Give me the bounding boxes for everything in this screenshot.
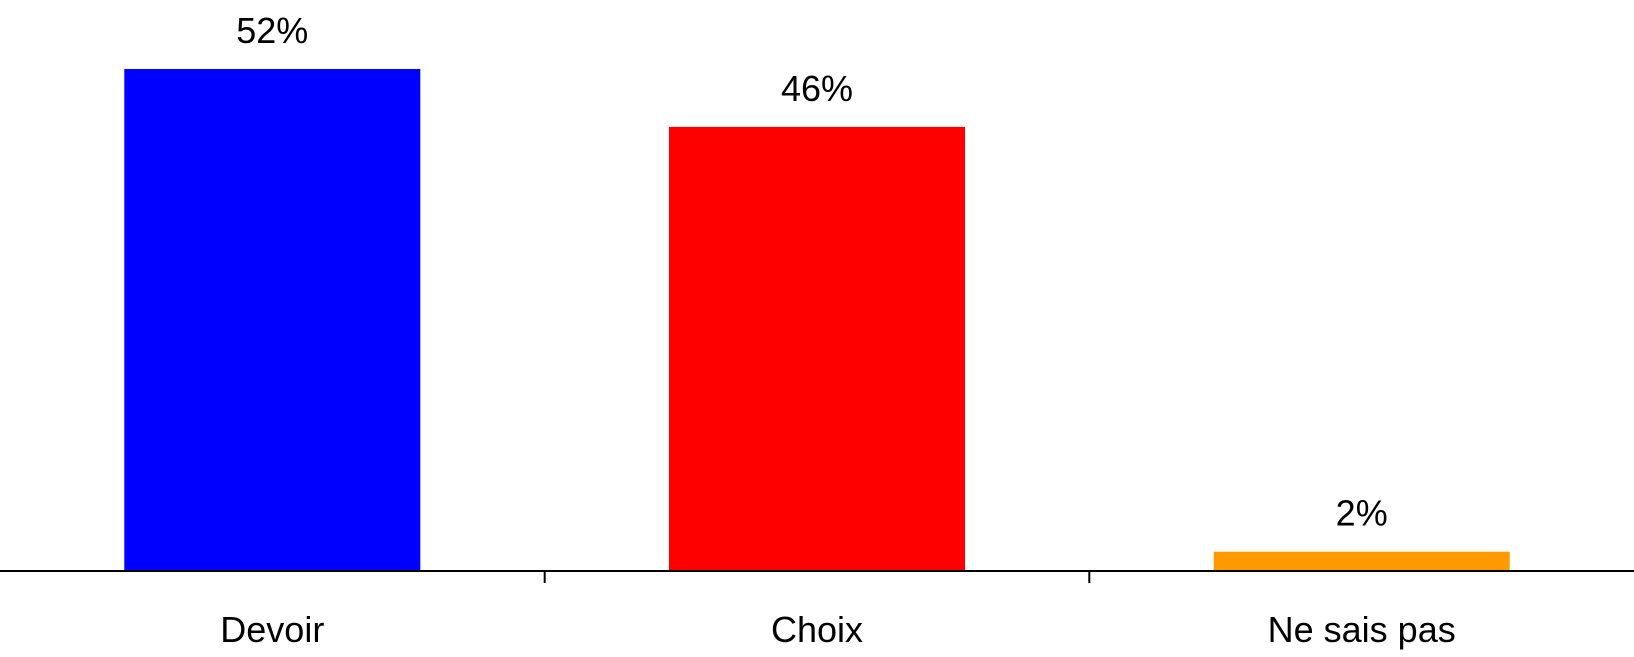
data-label-2: 2% — [1336, 493, 1388, 534]
category-labels-layer: Devoir Choix Ne sais pas — [220, 609, 1455, 650]
value-labels-layer: 52% 46% 2% — [236, 10, 1387, 534]
bars-layer — [124, 69, 1510, 572]
category-label-2: Ne sais pas — [1268, 609, 1456, 650]
category-label-0: Devoir — [220, 609, 324, 650]
data-label-0: 52% — [236, 10, 308, 51]
x-axis-ticks — [543, 571, 1091, 583]
bar-2 — [1213, 551, 1510, 571]
category-label-1: Choix — [771, 609, 863, 650]
bar-0 — [124, 69, 421, 571]
data-label-1: 46% — [781, 68, 853, 109]
bar-1 — [669, 126, 965, 572]
